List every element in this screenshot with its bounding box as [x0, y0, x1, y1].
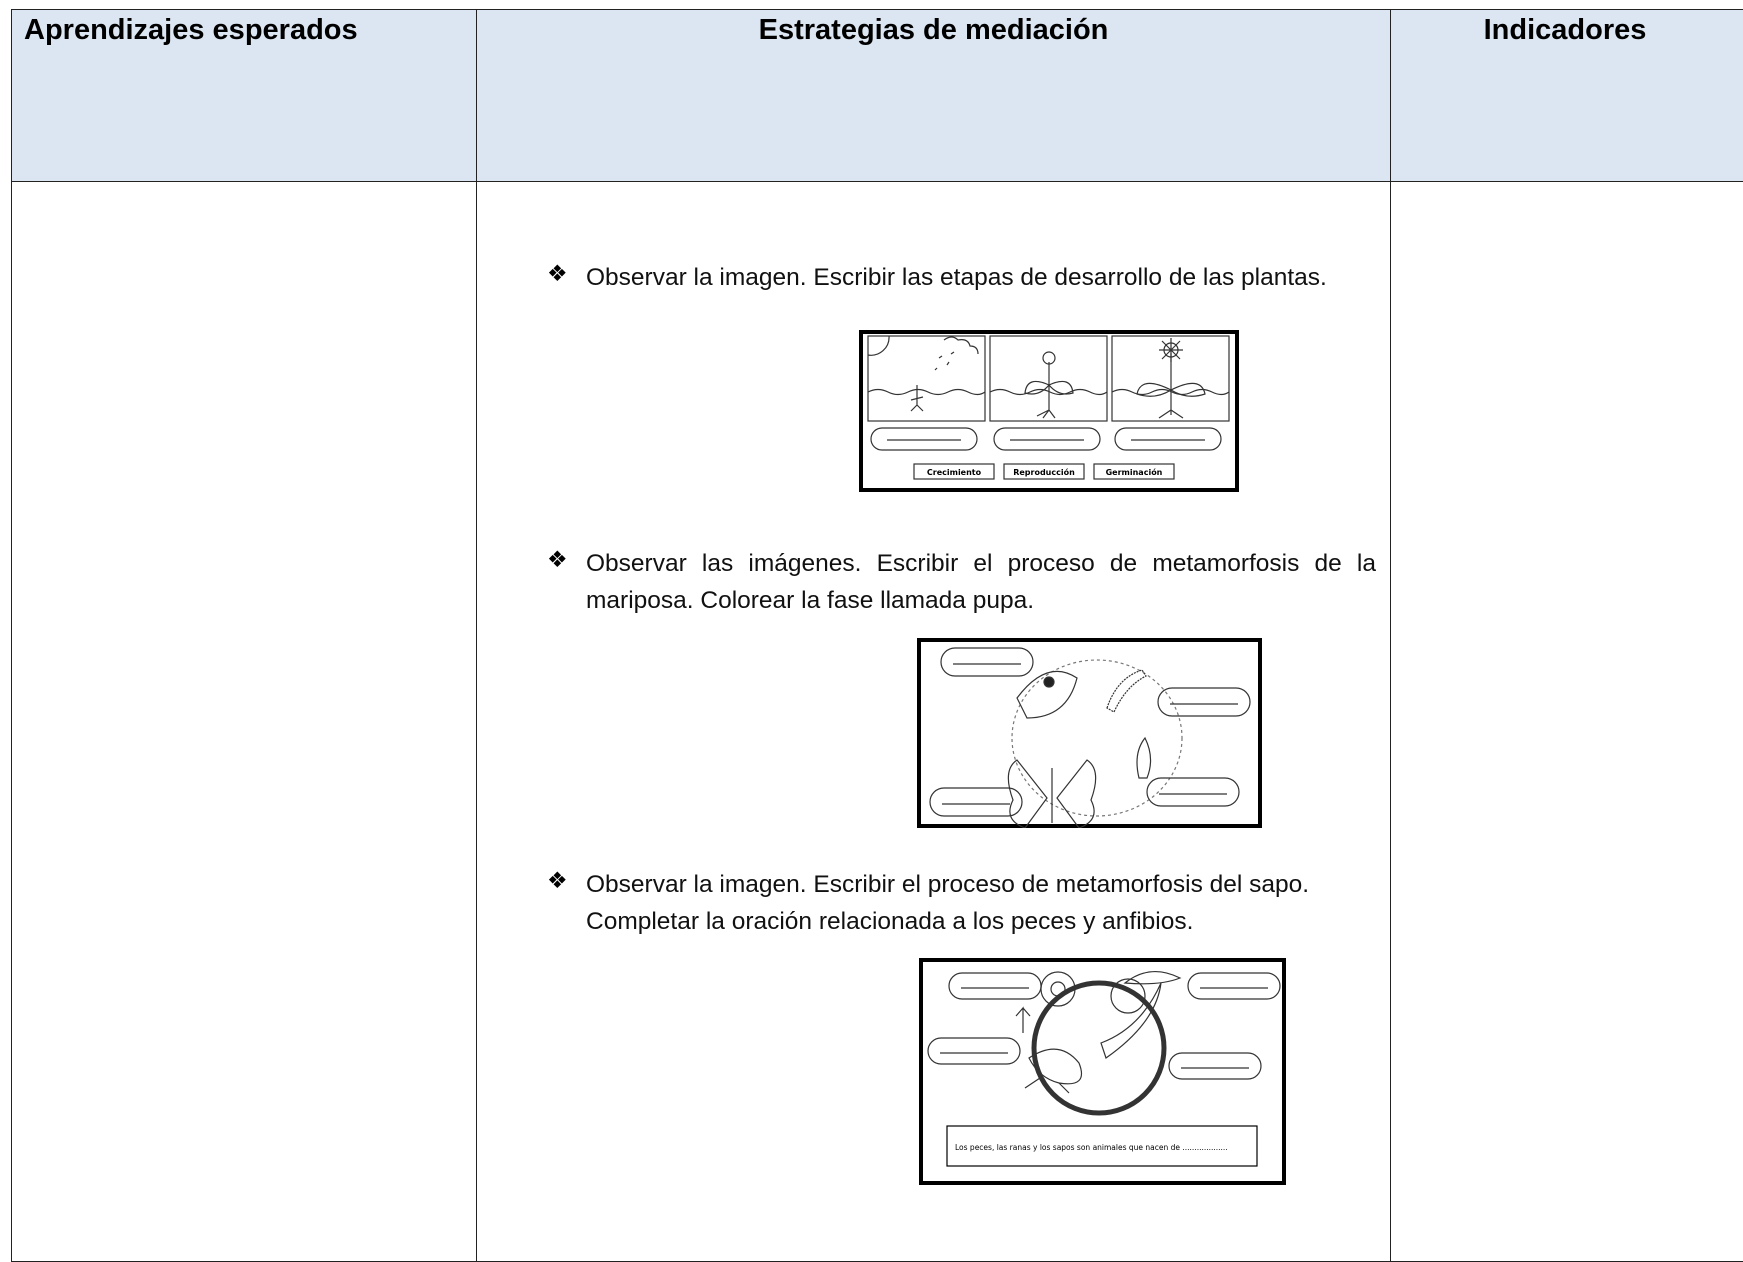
bullet-text: Observar la imagen. Escribir el proceso … [586, 871, 1310, 935]
header-cell [1390, 9, 1743, 182]
image-label: Crecimiento [927, 468, 982, 477]
bullet-icon: ❖ [547, 546, 568, 572]
header-cell [11, 9, 477, 182]
plant-stages-image: Crecimiento Reproducción Germinación [859, 330, 1239, 492]
bullet-icon: ❖ [547, 260, 568, 286]
header-text: Estrategias de mediación [758, 14, 1109, 46]
header-cell [476, 9, 1391, 182]
image-label: Reproducción [1013, 467, 1075, 477]
butterfly-cycle-image [917, 638, 1262, 828]
bullet-text: Observar las imágenes. Escribir el proce… [586, 550, 1376, 614]
image-label: Germinación [1106, 467, 1163, 477]
image-sentence: Los peces, las ranas y los sapos son ani… [955, 1143, 1228, 1152]
header-text: Aprendizajes esperados [24, 14, 358, 46]
bullet-icon: ❖ [547, 867, 568, 893]
frog-cycle-image: Los peces, las ranas y los sapos son ani… [919, 958, 1286, 1185]
bullet-text: Observar la imagen. Escribir las etapas … [586, 264, 1327, 291]
header-text: Indicadores [1483, 14, 1647, 46]
body-cell [11, 182, 477, 1262]
body-cell [1390, 182, 1743, 1262]
